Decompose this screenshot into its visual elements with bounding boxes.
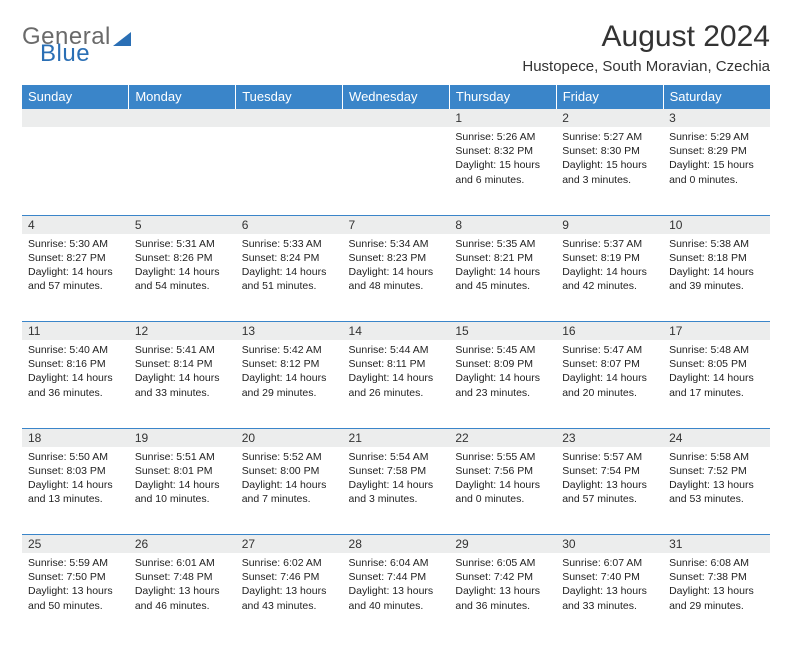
day-detail-cell: Sunrise: 5:33 AMSunset: 8:24 PMDaylight:… [236, 234, 343, 322]
brand-part2: Blue [40, 43, 111, 66]
day-detail-cell: Sunrise: 5:51 AMSunset: 8:01 PMDaylight:… [129, 447, 236, 535]
weekday-header: Sunday [22, 85, 129, 109]
day-number-row: 18192021222324 [22, 428, 770, 447]
day-number-cell: 29 [449, 535, 556, 554]
day-detail-cell: Sunrise: 5:55 AMSunset: 7:56 PMDaylight:… [449, 447, 556, 535]
weekday-header: Saturday [663, 85, 770, 109]
day-number-cell [343, 109, 450, 128]
header: General Blue August 2024 Hustopece, Sout… [22, 20, 770, 75]
day-number-cell: 25 [22, 535, 129, 554]
day-detail-cell: Sunrise: 5:40 AMSunset: 8:16 PMDaylight:… [22, 340, 129, 428]
day-number-cell: 3 [663, 109, 770, 128]
day-number-cell: 13 [236, 322, 343, 341]
day-detail-cell: Sunrise: 6:07 AMSunset: 7:40 PMDaylight:… [556, 553, 663, 641]
day-number-cell: 9 [556, 215, 663, 234]
day-number-cell: 15 [449, 322, 556, 341]
calendar-page: General Blue August 2024 Hustopece, Sout… [0, 0, 792, 661]
day-number-cell: 4 [22, 215, 129, 234]
day-detail-cell: Sunrise: 5:37 AMSunset: 8:19 PMDaylight:… [556, 234, 663, 322]
day-detail-cell: Sunrise: 5:54 AMSunset: 7:58 PMDaylight:… [343, 447, 450, 535]
day-number-cell: 14 [343, 322, 450, 341]
day-number-row: 11121314151617 [22, 322, 770, 341]
day-number-cell: 22 [449, 428, 556, 447]
day-detail-cell: Sunrise: 5:34 AMSunset: 8:23 PMDaylight:… [343, 234, 450, 322]
weekday-header: Monday [129, 85, 236, 109]
brand-logo: General Blue [22, 26, 131, 66]
day-detail-cell: Sunrise: 5:38 AMSunset: 8:18 PMDaylight:… [663, 234, 770, 322]
day-detail-cell: Sunrise: 5:52 AMSunset: 8:00 PMDaylight:… [236, 447, 343, 535]
day-number-cell: 18 [22, 428, 129, 447]
day-detail-cell: Sunrise: 5:58 AMSunset: 7:52 PMDaylight:… [663, 447, 770, 535]
day-number-cell: 27 [236, 535, 343, 554]
weekday-header: Friday [556, 85, 663, 109]
day-number-cell: 17 [663, 322, 770, 341]
day-number-cell: 26 [129, 535, 236, 554]
day-detail-cell [22, 127, 129, 215]
day-detail-cell: Sunrise: 5:48 AMSunset: 8:05 PMDaylight:… [663, 340, 770, 428]
day-detail-cell: Sunrise: 5:31 AMSunset: 8:26 PMDaylight:… [129, 234, 236, 322]
day-number-row: 45678910 [22, 215, 770, 234]
day-number-cell: 1 [449, 109, 556, 128]
day-number-cell: 12 [129, 322, 236, 341]
day-detail-cell: Sunrise: 5:41 AMSunset: 8:14 PMDaylight:… [129, 340, 236, 428]
day-number-cell: 10 [663, 215, 770, 234]
day-detail-cell: Sunrise: 5:57 AMSunset: 7:54 PMDaylight:… [556, 447, 663, 535]
day-detail-cell: Sunrise: 5:45 AMSunset: 8:09 PMDaylight:… [449, 340, 556, 428]
day-number-row: 123 [22, 109, 770, 128]
day-detail-row: Sunrise: 5:40 AMSunset: 8:16 PMDaylight:… [22, 340, 770, 428]
day-number-cell: 6 [236, 215, 343, 234]
location-text: Hustopece, South Moravian, Czechia [522, 58, 770, 75]
day-detail-cell: Sunrise: 5:29 AMSunset: 8:29 PMDaylight:… [663, 127, 770, 215]
day-detail-row: Sunrise: 5:50 AMSunset: 8:03 PMDaylight:… [22, 447, 770, 535]
day-detail-cell: Sunrise: 5:44 AMSunset: 8:11 PMDaylight:… [343, 340, 450, 428]
day-number-cell: 2 [556, 109, 663, 128]
day-detail-row: Sunrise: 5:30 AMSunset: 8:27 PMDaylight:… [22, 234, 770, 322]
day-detail-cell [129, 127, 236, 215]
weekday-header: Tuesday [236, 85, 343, 109]
weekday-header-row: Sunday Monday Tuesday Wednesday Thursday… [22, 85, 770, 109]
day-detail-cell: Sunrise: 6:01 AMSunset: 7:48 PMDaylight:… [129, 553, 236, 641]
day-detail-cell: Sunrise: 5:50 AMSunset: 8:03 PMDaylight:… [22, 447, 129, 535]
day-detail-cell: Sunrise: 5:47 AMSunset: 8:07 PMDaylight:… [556, 340, 663, 428]
day-detail-cell: Sunrise: 6:08 AMSunset: 7:38 PMDaylight:… [663, 553, 770, 641]
calendar-table: Sunday Monday Tuesday Wednesday Thursday… [22, 85, 770, 641]
day-detail-cell: Sunrise: 6:02 AMSunset: 7:46 PMDaylight:… [236, 553, 343, 641]
day-number-cell: 11 [22, 322, 129, 341]
day-number-cell: 19 [129, 428, 236, 447]
day-number-cell: 16 [556, 322, 663, 341]
day-detail-cell: Sunrise: 5:30 AMSunset: 8:27 PMDaylight:… [22, 234, 129, 322]
day-detail-cell [236, 127, 343, 215]
day-number-cell: 23 [556, 428, 663, 447]
day-number-cell [22, 109, 129, 128]
day-number-cell: 31 [663, 535, 770, 554]
day-detail-cell: Sunrise: 6:05 AMSunset: 7:42 PMDaylight:… [449, 553, 556, 641]
weekday-header: Thursday [449, 85, 556, 109]
day-detail-cell: Sunrise: 5:42 AMSunset: 8:12 PMDaylight:… [236, 340, 343, 428]
day-number-cell: 5 [129, 215, 236, 234]
day-number-cell: 8 [449, 215, 556, 234]
weekday-header: Wednesday [343, 85, 450, 109]
day-detail-cell: Sunrise: 5:27 AMSunset: 8:30 PMDaylight:… [556, 127, 663, 215]
day-detail-row: Sunrise: 5:59 AMSunset: 7:50 PMDaylight:… [22, 553, 770, 641]
day-number-cell: 21 [343, 428, 450, 447]
day-number-cell [236, 109, 343, 128]
day-detail-cell: Sunrise: 6:04 AMSunset: 7:44 PMDaylight:… [343, 553, 450, 641]
day-number-cell: 7 [343, 215, 450, 234]
brand-triangle-icon [113, 32, 131, 46]
day-number-cell: 20 [236, 428, 343, 447]
day-number-cell: 30 [556, 535, 663, 554]
day-number-cell [129, 109, 236, 128]
day-detail-cell: Sunrise: 5:26 AMSunset: 8:32 PMDaylight:… [449, 127, 556, 215]
day-number-cell: 24 [663, 428, 770, 447]
day-number-cell: 28 [343, 535, 450, 554]
day-detail-cell: Sunrise: 5:59 AMSunset: 7:50 PMDaylight:… [22, 553, 129, 641]
day-number-row: 25262728293031 [22, 535, 770, 554]
title-block: August 2024 Hustopece, South Moravian, C… [522, 20, 770, 75]
day-detail-row: Sunrise: 5:26 AMSunset: 8:32 PMDaylight:… [22, 127, 770, 215]
day-detail-cell [343, 127, 450, 215]
month-title: August 2024 [522, 20, 770, 54]
day-detail-cell: Sunrise: 5:35 AMSunset: 8:21 PMDaylight:… [449, 234, 556, 322]
